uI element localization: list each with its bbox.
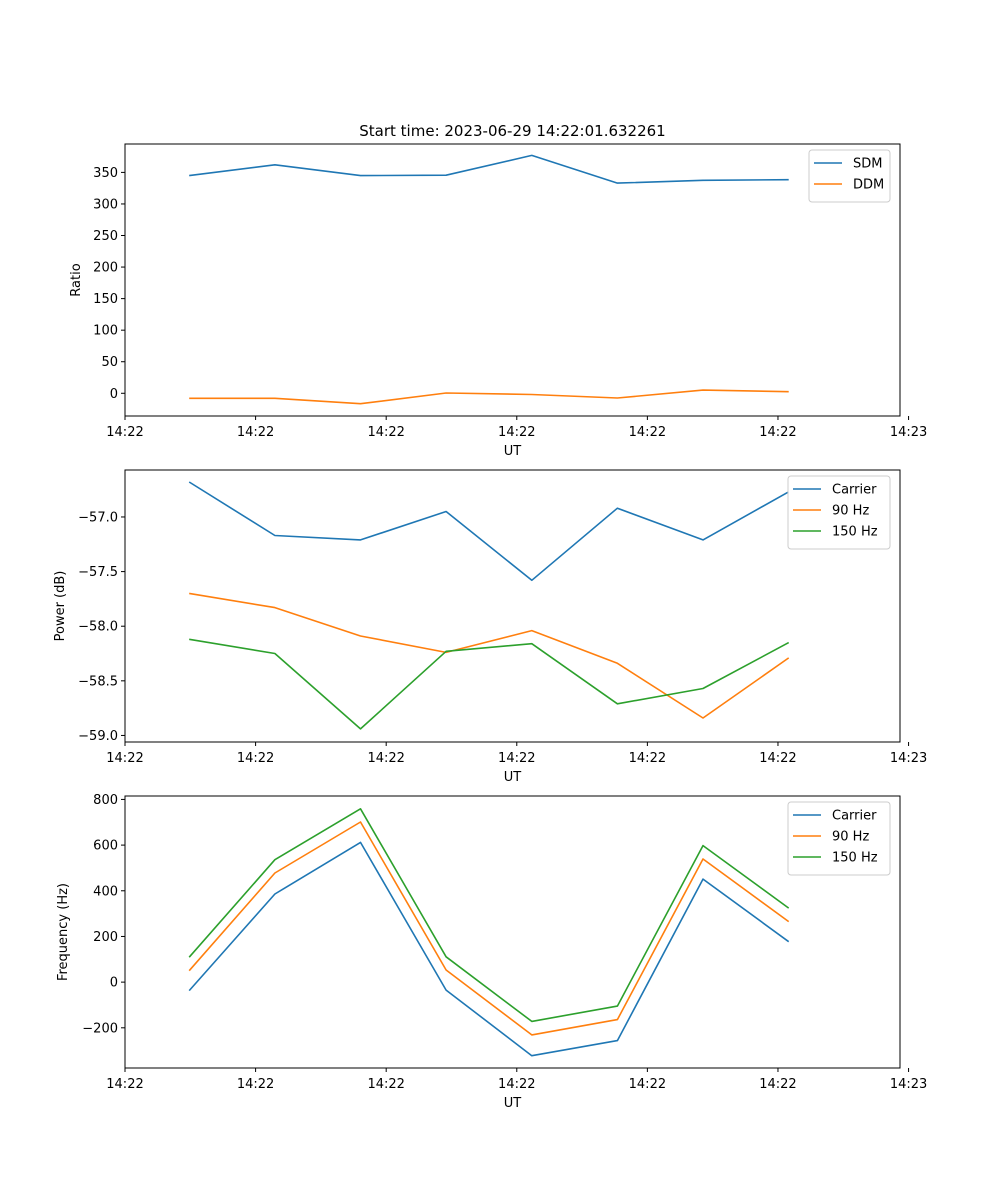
panel-2: 14:22 14:22 14:22 14:22 14:22 14:22 14:23 −59.0… — [53, 469, 927, 785]
y-axis-label: Frequency (Hz) — [56, 883, 71, 981]
x-tick-label: 14:22 — [498, 751, 535, 766]
series-line-1-2 — [189, 389, 789, 405]
x-tick-label: 14:22 — [237, 751, 274, 766]
x-tick-label: 14:22 — [759, 751, 796, 766]
series-line-3-2 — [188, 821, 790, 1036]
y-tick-label: 0 — [110, 976, 118, 991]
legend-label: 150 Hz — [832, 525, 878, 540]
legend: Carrier 90 Hz 150 Hz — [787, 801, 891, 876]
series-line-2-3 — [189, 638, 790, 730]
x-tick-label: 14:22 — [237, 425, 274, 440]
figure-title: Start time: 2023-06-29 14:22:01.632261 — [359, 122, 665, 140]
panel-1: 14:22 14:22 14:22 14:22 14:22 14:22 14:23 0 50 10… — [69, 143, 927, 459]
x-tick-label: 14:23 — [890, 1077, 927, 1092]
series-line-2-2 — [189, 592, 790, 719]
x-tick-label: 14:22 — [759, 425, 796, 440]
panel-3: 14:22 14:22 14:22 14:22 14:22 14:22 14:23 −200 0… — [56, 793, 927, 1111]
series-line-3-3 — [188, 807, 790, 1023]
axes-frame — [124, 143, 901, 417]
series-line-2-1 — [188, 481, 790, 582]
x-tick-label: 14:22 — [759, 1077, 796, 1092]
y-tick-label: 200 — [93, 930, 118, 945]
y-tick-label: −58.5 — [78, 674, 118, 689]
y-tick-label: −57.0 — [78, 510, 118, 525]
x-tick-label: 14:22 — [498, 425, 535, 440]
y-tick-label: 150 — [93, 292, 118, 307]
y-tick-label: 50 — [101, 355, 118, 370]
y-tick-label: 400 — [93, 884, 118, 899]
legend-label: 150 Hz — [832, 851, 878, 866]
y-axis-label: Power (dB) — [53, 571, 68, 642]
x-tick-label: 14:22 — [367, 425, 404, 440]
y-tick-label: 800 — [93, 793, 118, 808]
x-tick-label: 14:22 — [106, 1077, 143, 1092]
legend-label: SDM — [853, 157, 882, 172]
x-axis-label: UT — [504, 770, 522, 785]
y-tick-label: 250 — [93, 229, 118, 244]
x-tick-label: 14:22 — [367, 1077, 404, 1092]
legend-label: 90 Hz — [832, 830, 869, 845]
x-tick-label: 14:22 — [106, 425, 143, 440]
x-tick-label: 14:22 — [629, 425, 666, 440]
y-tick-label: 600 — [93, 839, 118, 854]
y-tick-label: −58.0 — [78, 620, 118, 635]
legend-label: DDM — [853, 178, 884, 193]
x-axis-label: UT — [504, 1096, 522, 1111]
legend: Carrier 90 Hz 150 Hz — [787, 475, 891, 550]
y-tick-label: 350 — [93, 166, 118, 181]
y-tick-label: 300 — [93, 197, 118, 212]
x-tick-label: 14:22 — [498, 1077, 535, 1092]
x-tick-label: 14:23 — [890, 425, 927, 440]
legend-label: Carrier — [832, 483, 877, 498]
x-tick-label: 14:22 — [237, 1077, 274, 1092]
y-tick-label: 200 — [93, 261, 118, 276]
axes-frame — [124, 469, 901, 743]
series-line-3-1 — [188, 841, 790, 1057]
y-tick-label: −57.5 — [78, 565, 118, 580]
legend-label: 90 Hz — [832, 504, 869, 519]
y-tick-label: −200 — [82, 1021, 118, 1036]
x-tick-label: 14:22 — [367, 751, 404, 766]
y-axis-label: Ratio — [69, 263, 84, 296]
x-tick-label: 14:22 — [106, 751, 143, 766]
x-tick-label: 14:22 — [629, 751, 666, 766]
y-tick-label: −59.0 — [78, 729, 118, 744]
y-tick-label: 0 — [110, 387, 118, 402]
x-tick-label: 14:22 — [629, 1077, 666, 1092]
axes-frame — [124, 795, 901, 1069]
y-tick-label: 100 — [93, 324, 118, 339]
x-tick-label: 14:23 — [890, 751, 927, 766]
legend: SDM DDM — [808, 149, 891, 203]
series-line-1-1 — [189, 154, 789, 184]
legend-label: Carrier — [832, 809, 877, 824]
x-axis-label: UT — [504, 444, 522, 459]
